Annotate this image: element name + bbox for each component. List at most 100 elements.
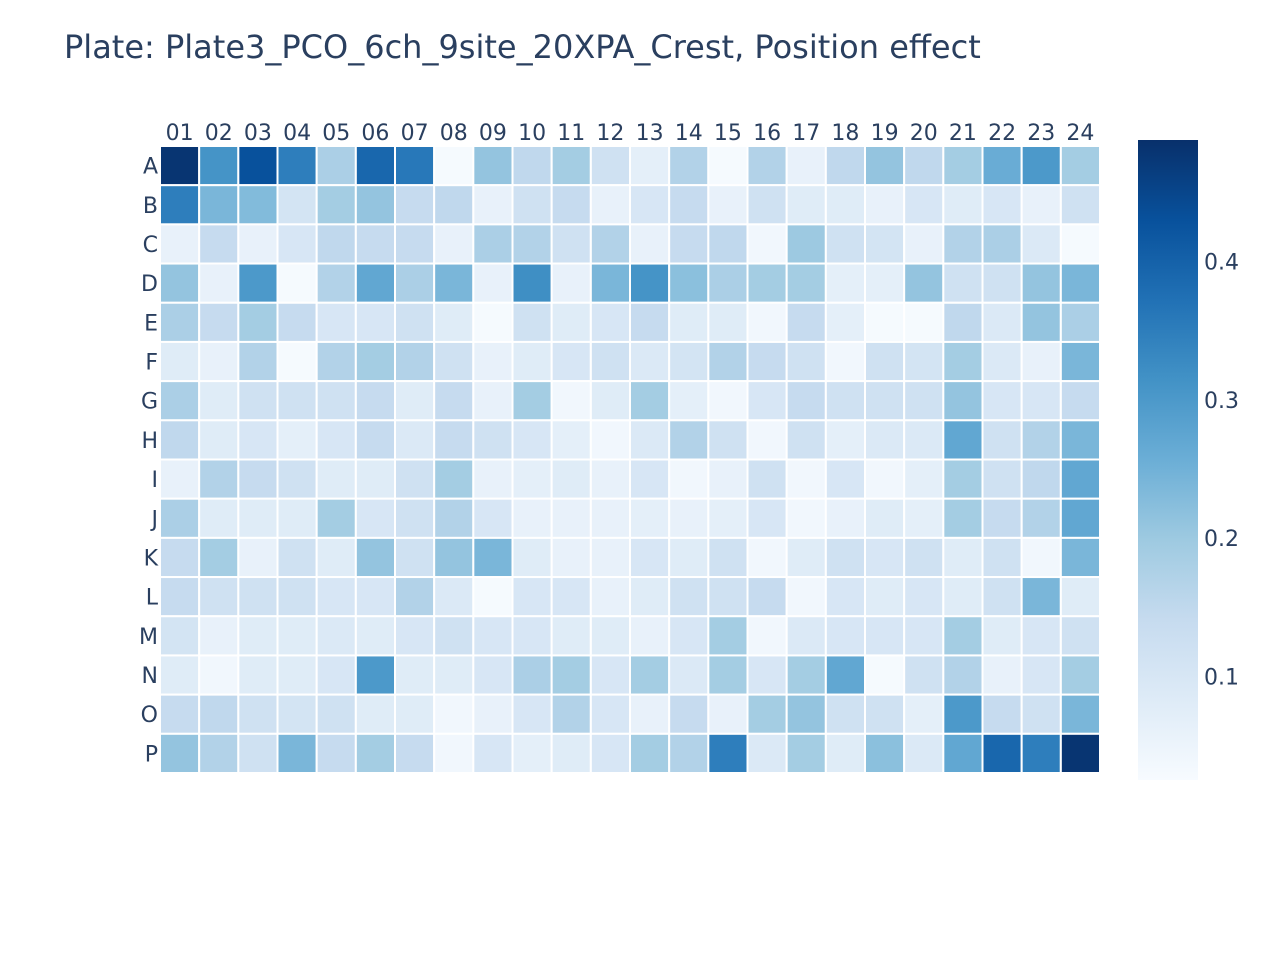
heatmap-cell-E19 — [864, 301, 906, 343]
column-label-19: 19 — [871, 121, 899, 146]
heatmap-cell-E05 — [315, 301, 357, 343]
heatmap-cell-D22 — [981, 262, 1023, 304]
heatmap-cell-H14 — [668, 419, 710, 461]
heatmap-cell-E06 — [354, 301, 396, 343]
heatmap-cell-C20 — [903, 223, 945, 265]
column-label-20: 20 — [910, 121, 938, 146]
heatmap-cell-L12 — [589, 576, 632, 618]
heatmap-cell-K24 — [1059, 536, 1101, 579]
heatmap-cell-A18 — [824, 145, 867, 187]
heatmap-cell-D20 — [903, 262, 945, 304]
heatmap-cell-I23 — [1020, 458, 1062, 500]
heatmap-cell-A07 — [394, 145, 436, 187]
heatmap-cell-N08 — [433, 654, 475, 696]
heatmap-cell-I17 — [785, 458, 827, 500]
heatmap-cell-C06 — [354, 223, 396, 265]
heatmap-cell-N11 — [550, 654, 592, 696]
heatmap-cell-H06 — [354, 419, 396, 461]
heatmap-cell-F21 — [942, 340, 984, 383]
heatmap-cell-O14 — [668, 693, 710, 735]
heatmap-cell-J01 — [159, 497, 201, 539]
heatmap-cell-N19 — [864, 654, 906, 696]
heatmap-cell-P14 — [668, 732, 710, 774]
heatmap-cell-E02 — [198, 301, 240, 343]
heatmap-cell-C17 — [785, 223, 827, 265]
heatmap-cell-C08 — [433, 223, 475, 265]
heatmap-cell-O19 — [864, 693, 906, 735]
heatmap-cell-P08 — [433, 732, 475, 774]
heatmap-cell-A09 — [472, 145, 514, 187]
heatmap-cell-K02 — [198, 536, 240, 579]
heatmap-cell-P09 — [472, 732, 514, 774]
heatmap-cell-I12 — [589, 458, 632, 500]
heatmap-cell-L09 — [472, 576, 514, 618]
heatmap-cell-F18 — [824, 340, 867, 383]
heatmap-cell-E18 — [824, 301, 867, 343]
heatmap-cell-B17 — [785, 184, 827, 226]
heatmap-cell-F13 — [629, 340, 671, 383]
heatmap-cell-M16 — [746, 615, 788, 657]
heatmap-cell-D02 — [198, 262, 240, 304]
heatmap-cell-A20 — [903, 145, 945, 187]
heatmap-cell-P16 — [746, 732, 788, 774]
heatmap-cell-E03 — [237, 301, 279, 343]
column-label-03: 03 — [244, 121, 272, 146]
heatmap-cell-G11 — [550, 380, 592, 422]
heatmap-cell-B22 — [981, 184, 1023, 226]
heatmap-cell-C10 — [511, 223, 553, 265]
heatmap-cell-A01 — [159, 145, 201, 187]
heatmap-cell-I22 — [981, 458, 1023, 500]
colorbar-tick-label: 0.4 — [1204, 251, 1239, 276]
heatmap-cell-P20 — [903, 732, 945, 774]
heatmap-cell-M09 — [472, 615, 514, 657]
heatmap-cell-N03 — [237, 654, 279, 696]
heatmap-cell-E24 — [1059, 301, 1101, 343]
heatmap-cell-B02 — [198, 184, 240, 226]
heatmap-cell-O02 — [198, 693, 240, 735]
heatmap-cell-K17 — [785, 536, 827, 579]
heatmap-cell-O04 — [276, 693, 318, 735]
heatmap-cell-M07 — [394, 615, 436, 657]
heatmap-cell-J15 — [707, 497, 749, 539]
heatmap-cell-I11 — [550, 458, 592, 500]
heatmap-cell-K04 — [276, 536, 318, 579]
heatmap-cell-O03 — [237, 693, 279, 735]
heatmap-cell-L13 — [629, 576, 671, 618]
heatmap-cell-O24 — [1059, 693, 1101, 735]
heatmap-cell-J05 — [315, 497, 357, 539]
heatmap-cell-K20 — [903, 536, 945, 579]
heatmap-cell-F20 — [903, 340, 945, 383]
heatmap-cell-E20 — [903, 301, 945, 343]
heatmap-cell-B03 — [237, 184, 279, 226]
heatmap-cell-B19 — [864, 184, 906, 226]
heatmap-cell-M20 — [903, 615, 945, 657]
column-label-09: 09 — [479, 121, 507, 146]
heatmap-cell-K18 — [824, 536, 867, 579]
heatmap-cell-C24 — [1059, 223, 1101, 265]
row-label-D: D — [141, 272, 158, 297]
heatmap-cell-M19 — [864, 615, 906, 657]
heatmap-cell-P01 — [159, 732, 201, 774]
heatmap-cell-A22 — [981, 145, 1023, 187]
heatmap-cell-M02 — [198, 615, 240, 657]
heatmap-cell-B05 — [315, 184, 357, 226]
heatmap-cell-E21 — [942, 301, 984, 343]
column-label-11: 11 — [557, 121, 585, 146]
heatmap-cell-K16 — [746, 536, 788, 579]
heatmap-cell-L19 — [864, 576, 906, 618]
heatmap-cell-E09 — [472, 301, 514, 343]
heatmap-cell-H19 — [864, 419, 906, 461]
heatmap-cell-D14 — [668, 262, 710, 304]
heatmap-cell-A19 — [864, 145, 906, 187]
column-labels: 01 02 03 04 05 06 07 08 09 10 11 12 13 14 15 16 17 18 19 20… — [166, 121, 1095, 146]
heatmap-cell-G10 — [511, 380, 553, 422]
heatmap-cell-N17 — [785, 654, 827, 696]
heatmap-cell-H22 — [981, 419, 1023, 461]
heatmap-cell-H20 — [903, 419, 945, 461]
heatmap-cell-B10 — [511, 184, 553, 226]
heatmap-cell-E13 — [629, 301, 671, 343]
row-label-I: I — [152, 468, 159, 493]
row-label-E: E — [144, 311, 158, 336]
colorbar: 0.1 0.2 0.3 0.4 — [1138, 140, 1239, 780]
